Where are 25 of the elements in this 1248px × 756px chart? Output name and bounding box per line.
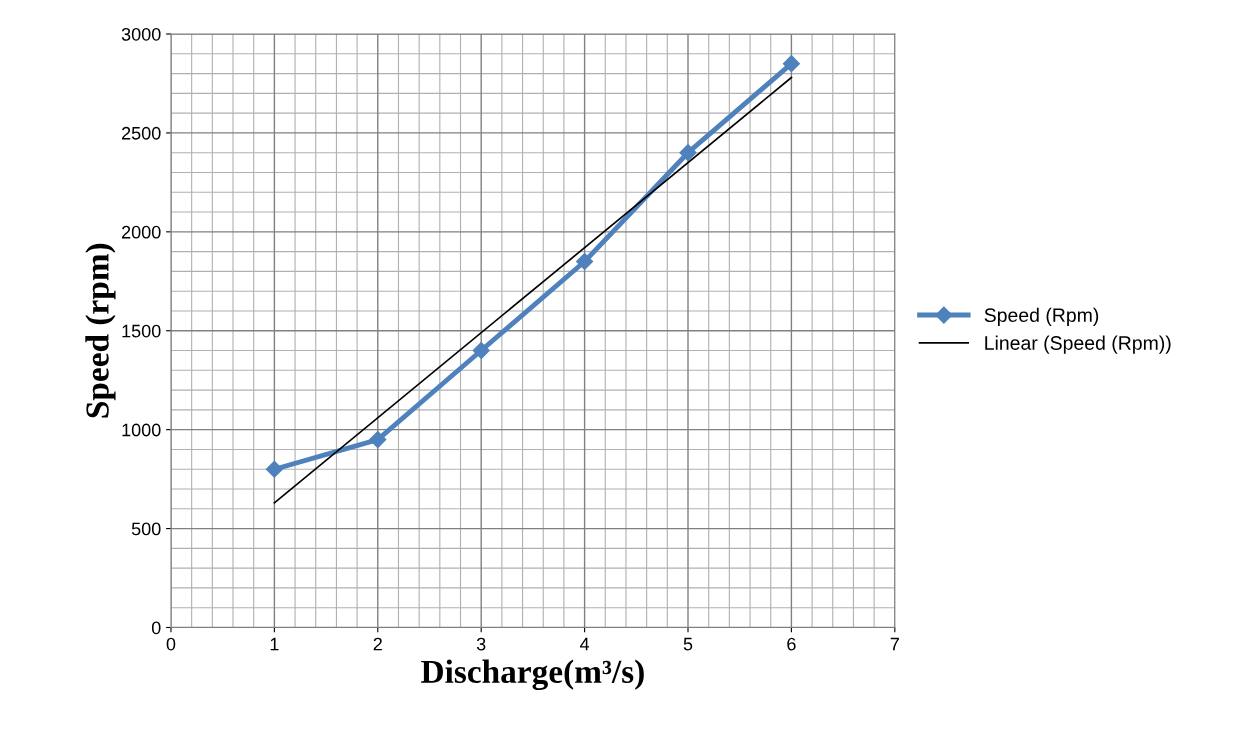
x-tick-label: 3 [476,637,486,651]
y-axis-title: Speed (rpm) [85,243,116,418]
point [472,341,490,360]
point [782,55,800,73]
x-tick-label: 0 [166,637,176,651]
point [679,144,697,162]
y-tick-label: 2000 [122,225,161,239]
y-tick-label: 0 [151,621,161,635]
point [369,430,387,449]
y-tick-label: 1500 [122,324,161,338]
point [265,460,283,478]
x-axis-title: Discharge(m³/s) [421,659,644,691]
legend-label: Speed (Rpm) [984,307,1099,326]
x-tick-label: 7 [890,637,899,651]
y-tick-label: 1000 [122,423,161,437]
legend-label: Linear (Speed (Rpm)) [985,335,1171,354]
y-tick-label: 3000 [121,27,161,41]
x-tick-label: 5 [683,637,693,651]
x-tick-label: 2 [373,637,382,651]
point [576,252,594,271]
y-tick-label: 500 [131,522,161,536]
y-tick-label: 2500 [122,126,161,140]
x-tick-label: 1 [270,637,279,651]
x-tick-label: 6 [787,637,796,651]
x-tick-label: 4 [579,637,590,651]
